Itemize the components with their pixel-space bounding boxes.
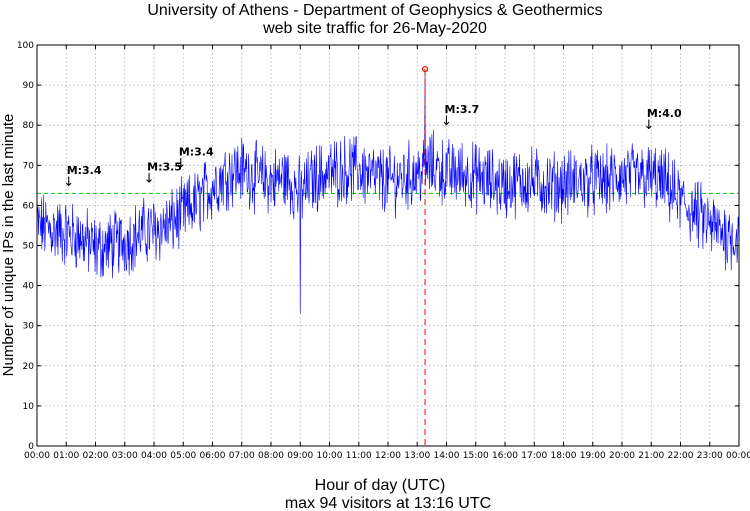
x-tick-label: 11:00	[346, 451, 372, 461]
y-tick-label: 0	[28, 442, 34, 452]
annotation-label: M:3.4	[179, 145, 214, 158]
x-tick-label: 06:00	[200, 451, 226, 461]
annotation-arrow: ↓	[144, 172, 155, 187]
y-tick-label: 20	[23, 362, 35, 372]
x-tick-label: 05:00	[170, 451, 196, 461]
x-tick-label: 20:00	[609, 451, 635, 461]
y-tick-label: 90	[23, 81, 35, 91]
x-tick-label: 12:00	[375, 451, 401, 461]
y-tick-label: 50	[23, 242, 35, 252]
annotation-arrow: ↓	[441, 114, 452, 129]
x-tick-label: 02:00	[83, 451, 109, 461]
x-tick-label: 22:00	[668, 451, 694, 461]
y-tick-label: 10	[23, 402, 35, 412]
x-tick-label: 03:00	[112, 451, 138, 461]
annotation-label: M:3.4	[67, 164, 102, 177]
y-tick-label: 60	[23, 201, 35, 211]
annotation-layer: ↓M:3.4↓M:3.5↓M:3.4↓M:3.7↓M:4.0	[63, 103, 682, 190]
x-tick-label: 14:00	[434, 451, 460, 461]
annotation-arrow: ↓	[175, 156, 186, 171]
x-tick-label: 19:00	[580, 451, 606, 461]
annotation-label: M:3.7	[445, 103, 480, 116]
x-tick-label: 01:00	[53, 451, 79, 461]
x-tick-label: 18:00	[551, 451, 577, 461]
x-tick-label: 21:00	[638, 451, 664, 461]
x-tick-label: 08:00	[258, 451, 284, 461]
x-tick-label: 04:00	[141, 451, 167, 461]
max-visitors-footer: max 94 visitors at 13:16 UTC	[285, 495, 491, 511]
chart-title: University of Athens - Department of Geo…	[147, 2, 602, 19]
x-axis-label: Hour of day (UTC)	[315, 477, 446, 494]
x-tick-label: 17:00	[521, 451, 547, 461]
series-layer	[36, 69, 740, 314]
max-marker-layer	[421, 65, 429, 446]
x-tick-label: 16:00	[492, 451, 518, 461]
annotation-arrow: ↓	[63, 175, 74, 190]
y-tick-label: 70	[23, 161, 35, 171]
annotation-label: M:4.0	[647, 107, 682, 120]
grid	[37, 45, 739, 446]
max-marker-point	[421, 65, 429, 73]
y-tick-label: 80	[23, 121, 35, 131]
x-tick-label: 15:00	[463, 451, 489, 461]
x-tick-label: 10:00	[317, 451, 343, 461]
annotation-label: M:3.5	[147, 161, 182, 174]
x-tick-label: 07:00	[229, 451, 255, 461]
traffic-series-line	[36, 69, 740, 314]
y-axis-ticks: 0 10 20 30 40 50 60 70 80 90 100	[17, 41, 739, 452]
x-tick-label: 00:00	[726, 451, 750, 461]
y-tick-label: 40	[23, 282, 35, 292]
x-axis-ticks: 00:00 01:00 02:00 03:00 04:00 05:00 06:00 07:00…	[24, 45, 750, 461]
x-tick-label: 13:00	[404, 451, 430, 461]
y-axis-label: Number of unique IPs in the last minute	[0, 114, 17, 377]
chart-subtitle: web site traffic for 26-May-2020	[262, 20, 487, 37]
annotation-arrow: ↓	[643, 118, 654, 133]
y-tick-label: 30	[23, 322, 35, 332]
y-tick-label: 100	[17, 41, 34, 51]
x-tick-label: 23:00	[697, 451, 723, 461]
x-tick-label: 00:00	[24, 451, 50, 461]
x-tick-label: 09:00	[287, 451, 313, 461]
